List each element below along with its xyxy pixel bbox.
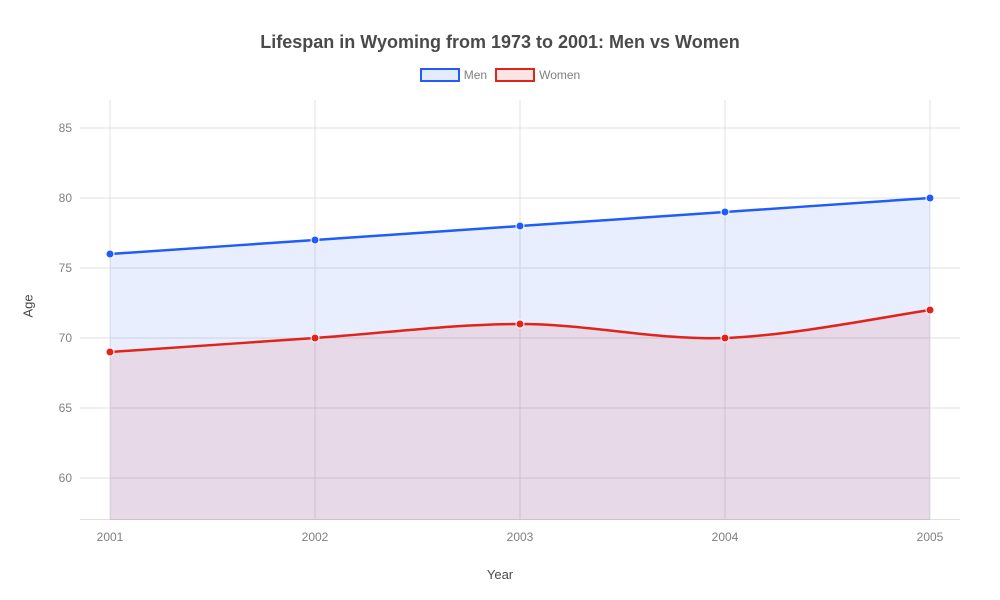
plot-area [80, 100, 960, 520]
x-tick-label: 2004 [712, 530, 739, 544]
x-axis-label: Year [0, 567, 1000, 582]
legend-label-men: Men [464, 68, 487, 82]
chart-title: Lifespan in Wyoming from 1973 to 2001: M… [0, 32, 1000, 53]
x-tick-label: 2003 [507, 530, 534, 544]
chart-container: Lifespan in Wyoming from 1973 to 2001: M… [0, 0, 1000, 600]
data-point[interactable] [721, 334, 729, 342]
y-tick-label: 65 [32, 401, 72, 415]
data-point[interactable] [926, 306, 934, 314]
legend-swatch-men [420, 68, 460, 82]
legend: Men Women [0, 68, 1000, 82]
data-point[interactable] [721, 208, 729, 216]
y-tick-label: 75 [32, 261, 72, 275]
y-axis-label: Age [21, 294, 36, 317]
plot-svg [80, 100, 960, 520]
data-point[interactable] [311, 334, 319, 342]
data-point[interactable] [106, 250, 114, 258]
x-tick-label: 2005 [917, 530, 944, 544]
x-tick-label: 2002 [302, 530, 329, 544]
data-point[interactable] [516, 320, 524, 328]
data-point[interactable] [311, 236, 319, 244]
legend-label-women: Women [539, 68, 580, 82]
legend-item-men[interactable]: Men [420, 68, 487, 82]
data-point[interactable] [106, 348, 114, 356]
y-tick-label: 80 [32, 191, 72, 205]
y-tick-label: 85 [32, 121, 72, 135]
legend-item-women[interactable]: Women [495, 68, 580, 82]
y-tick-label: 60 [32, 471, 72, 485]
x-tick-label: 2001 [97, 530, 124, 544]
data-point[interactable] [516, 222, 524, 230]
data-point[interactable] [926, 194, 934, 202]
legend-swatch-women [495, 68, 535, 82]
y-tick-label: 70 [32, 331, 72, 345]
